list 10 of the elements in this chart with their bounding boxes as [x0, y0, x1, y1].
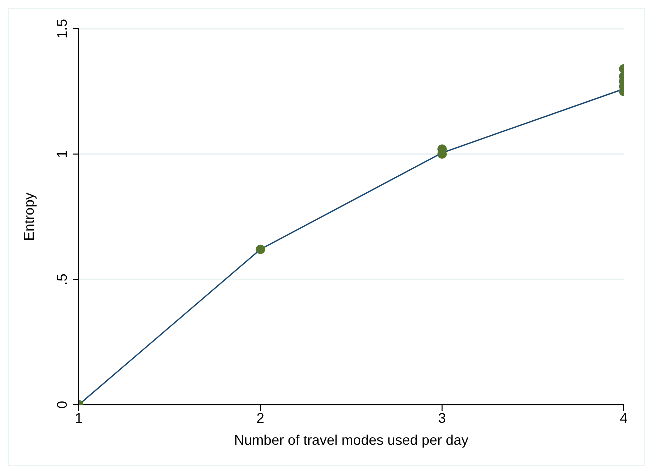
y-tick-label: 1.5 [54, 19, 70, 39]
x-tick-label: 2 [256, 410, 265, 426]
x-tick-label: 3 [438, 410, 446, 426]
x-tick-label: 1 [75, 410, 84, 426]
x-tick-label: 4 [620, 410, 628, 426]
y-axis-title: Entropy [20, 192, 37, 242]
y-tick-label: .5 [54, 274, 70, 286]
x-axis-title: Number of travel modes used per day [234, 432, 469, 448]
y-tick-label: 1 [54, 150, 70, 158]
y-tick-label: 0 [54, 400, 70, 409]
